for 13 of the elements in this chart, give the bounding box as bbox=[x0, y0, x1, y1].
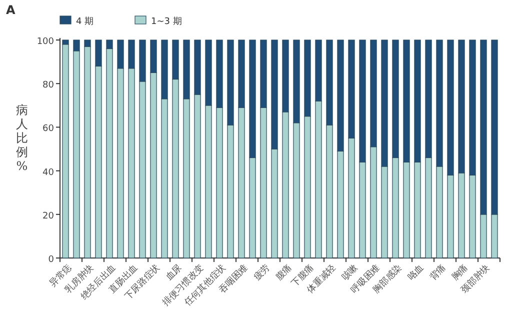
y-tick-label: 20 bbox=[42, 211, 54, 222]
y-tick-label: 60 bbox=[42, 124, 54, 134]
y-tick-label: 40 bbox=[42, 168, 54, 178]
y-tick-label: 100 bbox=[36, 37, 54, 47]
x-tick-label: 背痛 bbox=[428, 262, 448, 283]
y-axis-title: 病人比例% bbox=[16, 103, 28, 173]
legend-label: 1~3 期 bbox=[151, 16, 182, 27]
y-tick-label: 80 bbox=[42, 80, 54, 91]
legend-label: 4 期 bbox=[76, 16, 94, 27]
x-tick-label: 咯血 bbox=[406, 262, 426, 283]
y-tick-label: 0 bbox=[48, 255, 54, 265]
chart-title: A bbox=[6, 3, 16, 17]
x-tick-label: 疲劳 bbox=[252, 262, 272, 283]
